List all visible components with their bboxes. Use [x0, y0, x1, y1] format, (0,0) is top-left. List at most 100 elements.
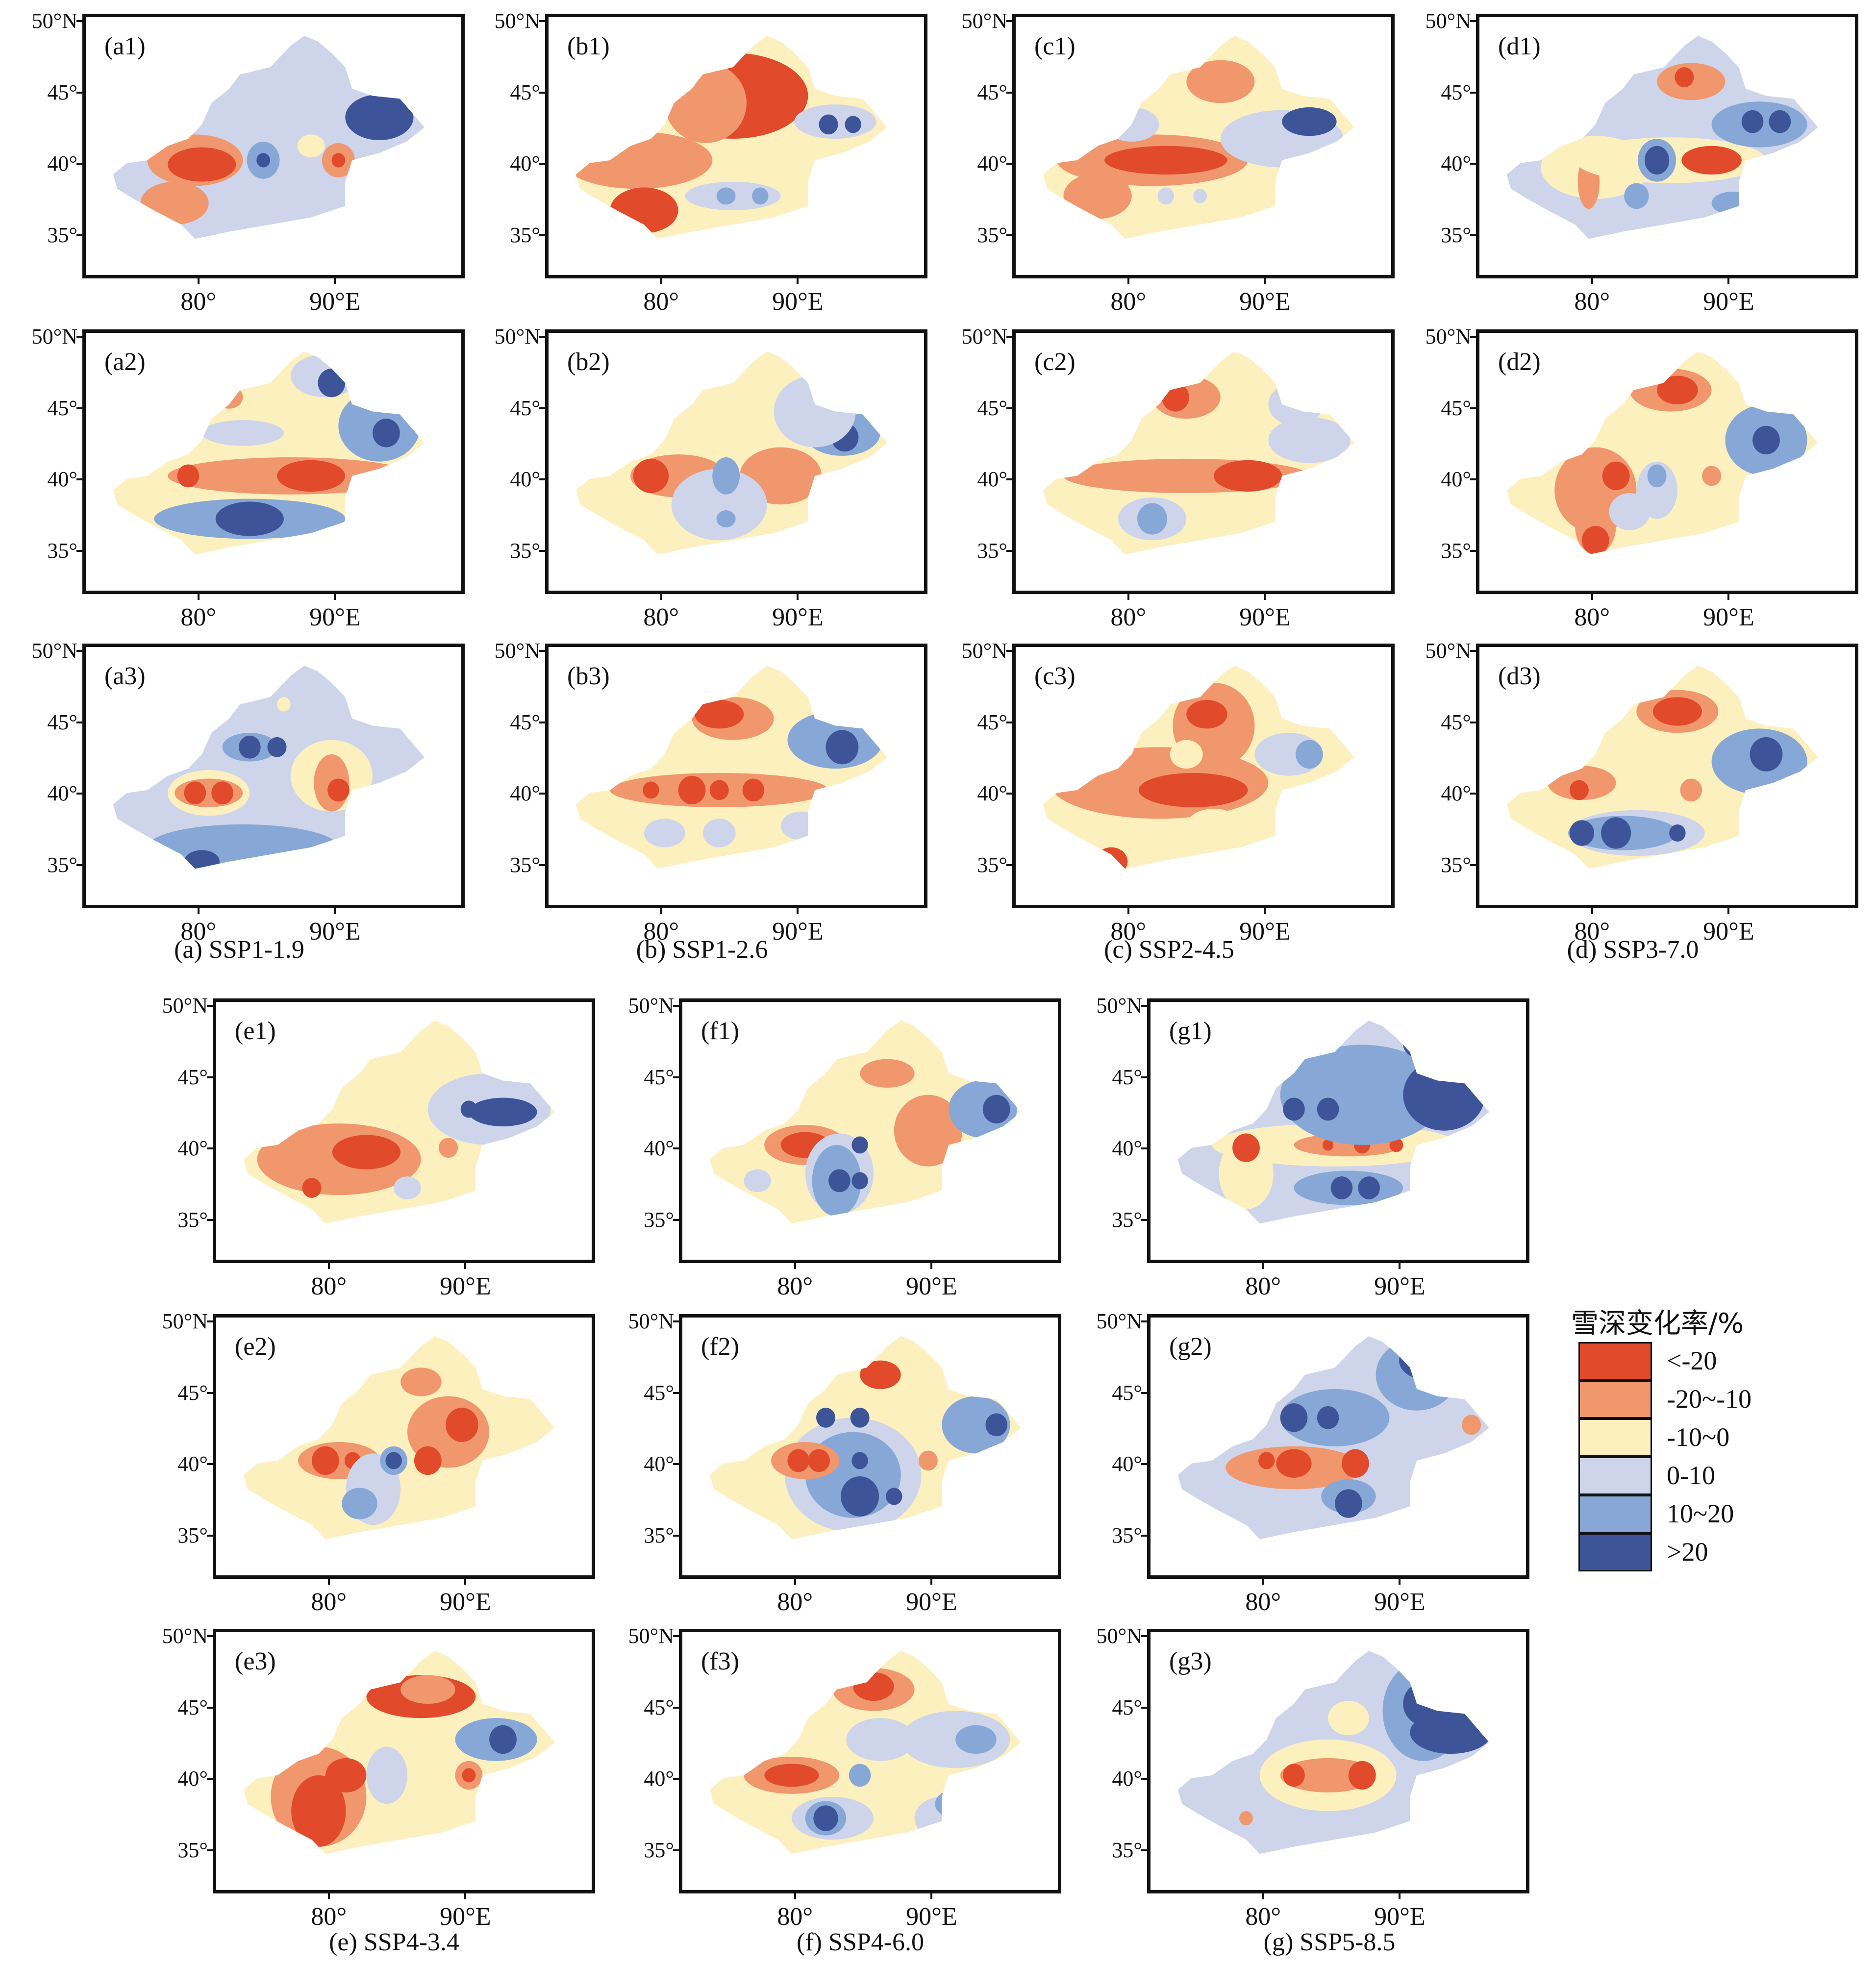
contour-blob: [860, 1360, 901, 1389]
x-tick-mark: [1591, 278, 1593, 284]
panel-label: (f3): [701, 1647, 739, 1675]
map-panel: (f1) 50°N 45° 40° 35° 80° 90°E: [628, 995, 1061, 1300]
y-tick-mark: [207, 1219, 213, 1221]
y-tick-mark: [1141, 1320, 1147, 1322]
snow-depth-map: [1506, 351, 1818, 555]
y-tick-label: 40°: [1112, 1767, 1142, 1791]
panel-label: (a3): [104, 662, 146, 690]
y-tick-label: 45°: [47, 80, 77, 104]
y-tick-label: 35°: [47, 539, 77, 563]
snow-depth-map: [1177, 1650, 1489, 1854]
y-tick-label: 45°: [644, 1695, 674, 1719]
contour-blob: [813, 1805, 838, 1831]
contour-blob: [1162, 383, 1189, 412]
y-tick-mark: [207, 1076, 213, 1078]
y-tick-label: 45°: [1112, 1065, 1142, 1089]
y-tick-mark: [207, 1463, 213, 1466]
x-tick-label: 80°: [777, 1903, 813, 1931]
x-tick-label: 90°E: [1374, 1903, 1426, 1931]
x-tick-mark: [464, 1579, 467, 1585]
contour-blob: [229, 46, 352, 160]
contour-blob: [1669, 824, 1686, 842]
contour-blob: [256, 153, 270, 168]
contour-blob: [825, 730, 859, 765]
y-tick-mark: [76, 649, 82, 652]
map-panel: (b3) 50°N 45° 40° 35° 80° 90°E: [495, 640, 927, 946]
snow-depth-map: [1177, 1336, 1489, 1540]
panel-label: (c1): [1034, 32, 1076, 60]
map-frame: (e1): [213, 998, 595, 1263]
contour-blob: [394, 1176, 421, 1199]
y-tick-mark: [673, 1849, 679, 1852]
y-tick-label: 40°: [977, 781, 1007, 806]
contour-blob: [1680, 778, 1702, 802]
map-frame: (a2): [82, 329, 465, 594]
x-tick-mark: [797, 278, 799, 284]
contour-blob: [1186, 808, 1241, 843]
snow-depth-map: [1043, 351, 1354, 555]
y-tick-mark: [1141, 1392, 1147, 1394]
contour-blob: [702, 819, 736, 847]
legend-swatch-3: [1578, 1419, 1652, 1457]
x-tick-mark: [464, 1893, 467, 1899]
map-frame: (e3): [213, 1629, 595, 1893]
y-tick-label: 50°N: [494, 8, 540, 33]
snow-depth-map: [113, 351, 425, 555]
contour-blob: [1282, 107, 1337, 136]
contour-blob: [1186, 700, 1227, 729]
contour-blob: [1752, 425, 1780, 455]
contour-blob: [140, 181, 209, 225]
x-tick-mark: [1262, 1579, 1264, 1585]
x-tick-label: 80°: [1574, 918, 1610, 946]
region-fill: [113, 665, 425, 869]
contour-blob: [400, 1675, 455, 1704]
y-tick-mark: [1470, 649, 1476, 652]
x-tick-mark: [930, 1893, 933, 1899]
region-fill: [243, 1336, 555, 1540]
y-tick-label: 40°: [47, 151, 77, 176]
contour-blob: [239, 735, 261, 759]
contour-blob: [1157, 187, 1175, 205]
y-tick-mark: [1470, 91, 1476, 94]
x-tick-mark: [1264, 594, 1266, 600]
y-tick-mark: [1006, 864, 1012, 867]
x-tick-mark: [197, 594, 200, 600]
map-frame: (f1): [679, 998, 1061, 1263]
panel-label: (c2): [1034, 348, 1076, 376]
contour-blob: [184, 850, 220, 869]
map-frame: (b2): [545, 329, 927, 594]
contour-blob: [1317, 1097, 1339, 1121]
x-tick-mark: [794, 1263, 796, 1269]
contour-blob: [325, 1758, 367, 1792]
y-tick-mark: [1141, 1849, 1147, 1852]
y-tick-label: 40°: [644, 1767, 674, 1791]
x-tick-label: 90°E: [440, 1588, 491, 1616]
y-tick-label: 35°: [510, 223, 540, 248]
map-panel: (e3) 50°N 45° 40° 35° 80° 90°E: [162, 1625, 595, 1931]
y-tick-label: 35°: [177, 1208, 208, 1232]
y-tick-mark: [1470, 550, 1476, 552]
y-tick-mark: [1006, 721, 1012, 723]
y-tick-label: 50°N: [162, 1309, 208, 1333]
y-tick-mark: [1006, 478, 1012, 481]
map-frame: (b1): [545, 14, 927, 278]
map-panel: (g2) 50°N 45° 40° 35° 80° 90°E: [1097, 1310, 1529, 1616]
y-tick-mark: [539, 335, 545, 338]
contour-blob: [752, 187, 769, 205]
y-tick-mark: [1006, 335, 1012, 338]
y-tick-mark: [539, 91, 545, 94]
y-tick-mark: [673, 1635, 679, 1637]
contour-blob: [215, 501, 284, 536]
legend-swatch-4: [1578, 1457, 1652, 1495]
y-tick-label: 35°: [1441, 853, 1471, 877]
contour-blob: [147, 824, 339, 869]
y-tick-label: 45°: [977, 710, 1007, 734]
y-tick-label: 50°N: [494, 324, 540, 348]
snow-depth-map: [1043, 35, 1354, 239]
snow-depth-map: [1506, 665, 1818, 869]
map-frame: (a1): [82, 14, 465, 278]
y-tick-label: 35°: [1441, 539, 1471, 563]
y-tick-label: 50°N: [1425, 8, 1471, 33]
map-panel: (d3) 50°N 45° 40° 35° 80° 90°E: [1426, 640, 1858, 946]
contour-blob: [1138, 772, 1248, 807]
